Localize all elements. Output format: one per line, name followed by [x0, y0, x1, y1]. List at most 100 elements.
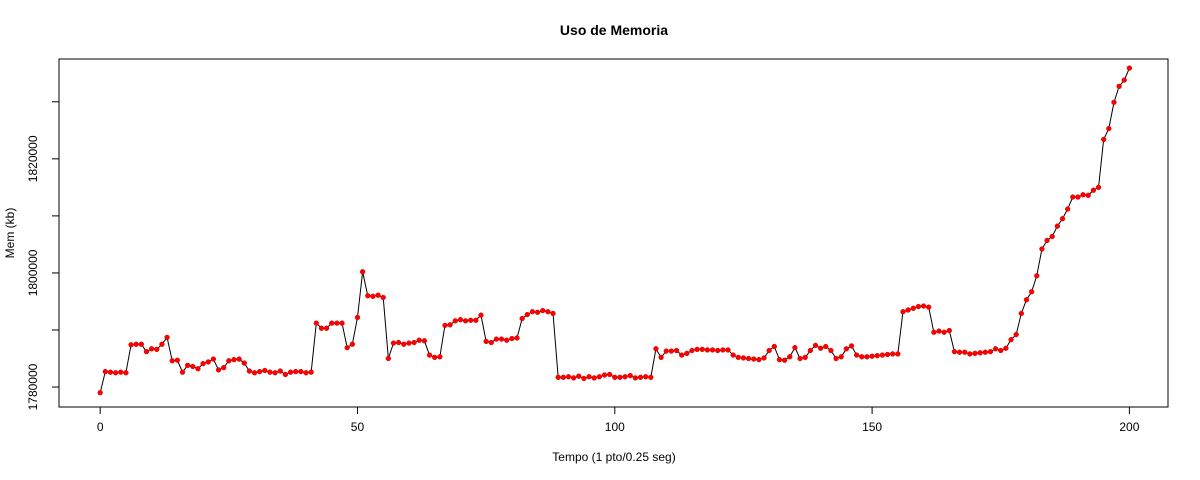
data-point: [112, 370, 119, 376]
data-point: [890, 351, 896, 357]
data-point: [385, 355, 392, 362]
data-point: [468, 317, 474, 323]
data-point: [982, 349, 988, 355]
data-point: [133, 341, 139, 347]
data-point: [570, 375, 577, 381]
data-point: [138, 341, 144, 347]
data-point: [643, 374, 649, 380]
data-point: [154, 346, 160, 353]
data-point: [318, 325, 325, 331]
data-point: [874, 353, 880, 359]
data-point: [817, 345, 824, 351]
data-point: [992, 346, 999, 352]
data-point: [359, 269, 366, 275]
data-point: [380, 294, 386, 301]
data-point: [236, 356, 242, 362]
series-line: [99, 67, 1130, 393]
data-point: [169, 358, 175, 364]
x-tick-label: 50: [351, 420, 365, 434]
data-point: [797, 355, 803, 362]
data-point: [751, 356, 757, 362]
data-point: [622, 374, 628, 380]
data-point: [956, 349, 963, 355]
data-point: [812, 342, 819, 349]
data-point: [426, 352, 433, 358]
data-point: [823, 343, 829, 350]
data-point: [442, 322, 448, 329]
data-point: [262, 367, 268, 374]
x-tick-label: 150: [862, 420, 882, 434]
data-point: [565, 374, 572, 380]
data-point: [179, 369, 186, 375]
data-point: [200, 360, 206, 367]
data-point: [1003, 345, 1009, 351]
data-point: [334, 320, 340, 326]
data-point: [668, 348, 675, 354]
data-point: [287, 369, 294, 375]
data-point: [473, 317, 479, 323]
data-point: [1034, 273, 1040, 279]
x-axis: 0 50 100 150 200: [97, 406, 1140, 434]
data-point: [457, 317, 464, 323]
data-point: [859, 354, 865, 360]
data-point: [514, 335, 520, 341]
data-point: [483, 338, 489, 345]
data-point: [977, 350, 983, 356]
data-point: [195, 366, 201, 372]
data-point: [432, 354, 438, 361]
data-point: [843, 346, 850, 352]
data-point: [684, 350, 690, 357]
data-point: [910, 305, 916, 311]
data-point: [406, 340, 412, 346]
data-point: [308, 369, 314, 375]
y-tick-label: 1820000: [26, 135, 40, 182]
data-point: [293, 368, 299, 375]
data-point: [251, 370, 258, 376]
data-point: [679, 352, 685, 358]
data-point: [895, 351, 901, 357]
data-point: [164, 334, 170, 341]
data-point: [97, 390, 103, 396]
data-point: [637, 374, 644, 380]
data-point: [560, 374, 566, 380]
data-point: [185, 362, 191, 369]
data-point: [1044, 237, 1050, 244]
data-point: [1121, 77, 1127, 83]
data-point: [596, 374, 602, 380]
data-point: [509, 335, 515, 342]
data-point: [833, 355, 839, 362]
data-point: [884, 351, 891, 358]
data-point: [1028, 289, 1035, 295]
data-point: [591, 375, 597, 381]
data-point: [951, 349, 958, 355]
data-point: [627, 372, 633, 379]
data-point: [478, 312, 484, 318]
data-point: [709, 347, 716, 353]
data-point: [576, 373, 582, 379]
data-point: [205, 359, 211, 365]
data-point: [277, 368, 283, 374]
data-point: [776, 357, 783, 363]
data-point: [699, 346, 705, 353]
data-point: [998, 347, 1004, 354]
data-point: [128, 342, 134, 348]
data-point: [673, 347, 680, 354]
data-point: [102, 368, 108, 375]
data-point: [313, 320, 319, 326]
data-point: [792, 345, 798, 351]
data-point: [143, 349, 150, 355]
data-point: [550, 310, 556, 317]
data-point: [118, 369, 124, 375]
data-point: [272, 370, 278, 376]
data-point: [715, 347, 721, 354]
data-point: [354, 314, 361, 321]
plot-area-frame: [58, 58, 1169, 408]
data-point: [210, 356, 217, 362]
data-point: [1106, 125, 1112, 132]
data-point: [900, 309, 906, 315]
data-point: [174, 357, 181, 363]
data-point: [401, 341, 407, 347]
data-point: [437, 354, 443, 360]
data-point: [756, 357, 762, 363]
